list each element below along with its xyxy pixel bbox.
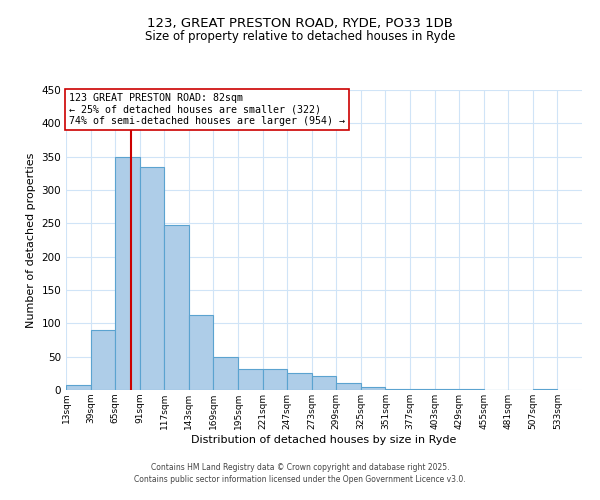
Bar — [164, 226, 189, 390]
Bar — [361, 386, 385, 390]
Bar — [189, 314, 214, 390]
Bar — [287, 374, 312, 390]
Bar — [214, 356, 238, 390]
Bar — [140, 166, 164, 390]
Text: 123 GREAT PRESTON ROAD: 82sqm
← 25% of detached houses are smaller (322)
74% of : 123 GREAT PRESTON ROAD: 82sqm ← 25% of d… — [68, 93, 344, 126]
Text: Size of property relative to detached houses in Ryde: Size of property relative to detached ho… — [145, 30, 455, 43]
Bar — [336, 384, 361, 390]
Text: 123, GREAT PRESTON ROAD, RYDE, PO33 1DB: 123, GREAT PRESTON ROAD, RYDE, PO33 1DB — [147, 18, 453, 30]
Bar — [312, 376, 336, 390]
Text: Contains HM Land Registry data © Crown copyright and database right 2025.: Contains HM Land Registry data © Crown c… — [151, 464, 449, 472]
Bar — [263, 368, 287, 390]
Text: Contains public sector information licensed under the Open Government Licence v3: Contains public sector information licen… — [134, 474, 466, 484]
X-axis label: Distribution of detached houses by size in Ryde: Distribution of detached houses by size … — [191, 434, 457, 444]
Bar — [115, 156, 140, 390]
Y-axis label: Number of detached properties: Number of detached properties — [26, 152, 36, 328]
Bar — [410, 388, 434, 390]
Bar — [238, 368, 263, 390]
Bar — [66, 386, 91, 390]
Bar — [91, 330, 115, 390]
